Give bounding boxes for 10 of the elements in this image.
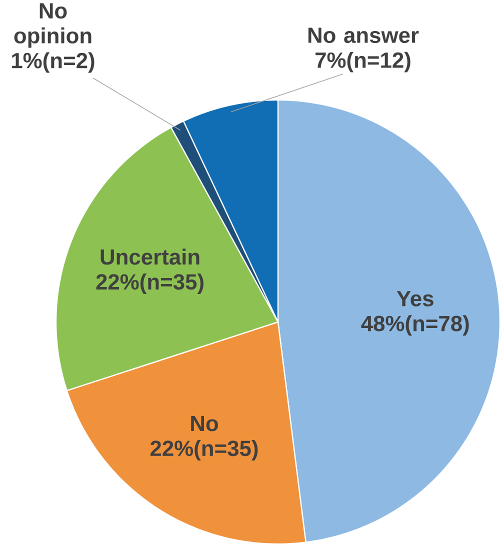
data-label: 22%(n=35)	[96, 274, 204, 294]
slice-label: No opinion	[14, 3, 92, 48]
slice-label: Uncertain	[100, 248, 200, 265]
slice-label: No answer	[308, 28, 419, 44]
slice-label: No	[191, 416, 218, 432]
data-label: 22%(n=35)	[150, 440, 258, 460]
data-label: 48%(n=78)	[361, 315, 469, 336]
data-label: 1%(n=2)	[12, 52, 94, 73]
slice-label: Yes	[396, 291, 434, 306]
data-label: 7%(n=12)	[316, 52, 410, 72]
